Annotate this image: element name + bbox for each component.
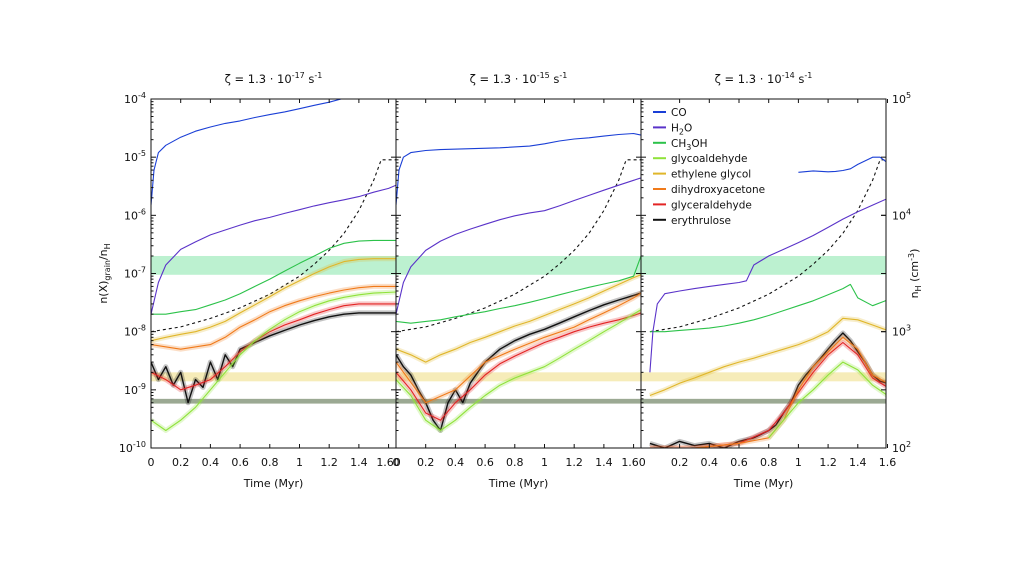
x-tick-label: 1.4	[595, 456, 613, 469]
right-y-tick-label: 103	[892, 324, 911, 339]
series-ethylene-glycol	[396, 274, 641, 363]
observation-band-2	[151, 372, 396, 382]
observation-band-2	[641, 372, 886, 382]
x-tick-label: 1.2	[320, 456, 338, 469]
series-h2o	[396, 177, 641, 315]
series-h2o	[649, 198, 886, 373]
x-tick-label: 0.4	[447, 456, 465, 469]
right-y-tick-label: 102	[892, 440, 911, 455]
x-axis-label-3: Time (Myr)	[733, 477, 794, 490]
series-co	[798, 156, 886, 173]
y-tick-label: 10-10	[119, 440, 146, 455]
y-tick-label: 10-6	[124, 207, 146, 222]
panel-title-3: ζ = 1.3 · 10-14 s-1	[715, 71, 813, 86]
x-tick-label: 0	[148, 456, 155, 469]
legend-label-ch3oh: CH3OH	[671, 138, 708, 152]
right-y-tick-label: 104	[892, 207, 911, 222]
y-tick-label: 10-7	[124, 266, 146, 281]
legend-label-erythrulose: erythrulose	[671, 215, 731, 227]
right-y-tick-label: 105	[892, 91, 911, 106]
x-tick-label: 1.6	[879, 456, 897, 469]
observation-band-3	[396, 398, 641, 404]
x-tick-label: 0.6	[231, 456, 249, 469]
series-ch3oh	[396, 255, 641, 324]
series-dihydroxyacetone	[649, 336, 886, 448]
legend-label-co: CO	[671, 107, 687, 119]
legend-label-dihydroxyacetone: dihydroxyacetone	[671, 184, 765, 196]
panel-2-plot-area	[396, 132, 641, 433]
y-tick-label: 10-5	[124, 149, 146, 164]
panel-title-2: ζ = 1.3 · 10-15 s-1	[470, 71, 568, 86]
y-tick-label: 10-9	[124, 382, 146, 397]
observation-band-3	[151, 398, 396, 404]
panel-3: 0.2 0.4 0.6 0.8 1 1.2 1.4 1.6	[640, 98, 897, 469]
series-ch3oh	[151, 239, 396, 315]
y-tick-label: 10-4	[124, 91, 146, 106]
series-glycoaldehyde	[768, 361, 886, 439]
panel-1: 0 0.2 0.4 0.6 0.8 1 1.2 1.4 1.60	[148, 98, 401, 469]
x-tick-label: 1	[795, 456, 802, 469]
right-y-axis-label: nH (cm-3)	[907, 249, 923, 299]
series-co	[151, 99, 342, 206]
x-tick-label: 1	[541, 456, 548, 469]
plot-layer: 0 0.2 0.4 0.6 0.8 1 1.2 1.4 1.600 0.2 0.4 0.6 0.8 1 1.…	[119, 91, 911, 469]
x-tick-label: 0.2	[172, 456, 190, 469]
legend-label-ethylene-glycol: ethylene glycol	[671, 169, 751, 181]
legend-label-glyceraldehyde: glyceraldehyde	[671, 199, 752, 211]
series-glyceraldehyde	[151, 303, 396, 391]
x-tick-label: 1	[296, 456, 303, 469]
x-tick-label: 0.2	[671, 456, 689, 469]
x-tick-label: 1.60	[376, 456, 401, 469]
density-curve	[396, 159, 641, 333]
x-tick-label: 0.6	[476, 456, 494, 469]
observation-band-3	[641, 398, 886, 404]
series-dihydroxyacetone	[396, 292, 641, 404]
observation-band-1	[641, 255, 886, 275]
series-glyceraldehyde	[396, 312, 641, 421]
series-glycoaldehyde	[151, 291, 396, 432]
density-curve	[151, 159, 396, 333]
observation-band-1	[151, 255, 396, 275]
series-co	[396, 132, 641, 206]
density-curve	[649, 159, 886, 333]
x-tick-label: 1.2	[565, 456, 583, 469]
x-tick-label: 0.8	[760, 456, 778, 469]
series-ch3oh	[649, 283, 886, 333]
x-axis-label-2: Time (Myr)	[488, 477, 549, 490]
legend-label-h2o: H2O	[671, 122, 692, 136]
series-ethylene-glycol	[151, 258, 396, 342]
x-axis-label-1: Time (Myr)	[243, 477, 304, 490]
x-tick-label: 0.8	[261, 456, 279, 469]
x-tick-label: 0.2	[417, 456, 435, 469]
x-tick-label: 1.4	[849, 456, 867, 469]
series-dihydroxyacetone	[151, 285, 396, 350]
panel-3-plot-area	[641, 156, 886, 448]
series-h2o	[151, 184, 396, 315]
panel-2: 0 0.2 0.4 0.6 0.8 1 1.2 1.4 1.60	[393, 98, 646, 469]
y-axis-label: n(X)grain/nH	[97, 243, 112, 303]
series-ethylene-glycol	[649, 317, 886, 397]
series-erythrulose	[151, 312, 396, 404]
legend-label-glycoaldehyde: glycoaldehyde	[671, 153, 747, 165]
x-tick-label: 1.2	[819, 456, 837, 469]
series-glycoaldehyde	[396, 309, 641, 432]
x-tick-label: 0.4	[701, 456, 719, 469]
y-tick-label: 10-8	[124, 324, 146, 339]
x-tick-label: 1.4	[350, 456, 368, 469]
x-tick-label: 0	[393, 456, 400, 469]
x-tick-label: 1.60	[621, 456, 646, 469]
panel-1-plot-area	[151, 99, 396, 433]
panel-title-1: ζ = 1.3 · 10-17 s-1	[225, 71, 323, 86]
x-tick-label: 0.8	[506, 456, 524, 469]
observation-band-1	[396, 255, 641, 275]
x-tick-label: 0.4	[202, 456, 220, 469]
x-tick-label: 0.6	[730, 456, 748, 469]
